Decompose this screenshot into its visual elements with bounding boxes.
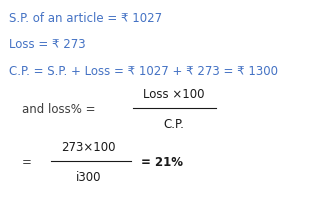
Text: Loss = ₹ 273: Loss = ₹ 273 (9, 38, 86, 51)
Text: = 21%: = 21% (141, 155, 183, 168)
Text: i300: i300 (76, 170, 101, 183)
Text: =: = (22, 155, 32, 168)
Text: and loss% =: and loss% = (22, 103, 96, 116)
Text: C.P.: C.P. (163, 118, 184, 131)
Text: C.P. = S.P. + Loss = ₹ 1027 + ₹ 273 = ₹ 1300: C.P. = S.P. + Loss = ₹ 1027 + ₹ 273 = ₹ … (9, 64, 278, 77)
Text: 273×100: 273×100 (61, 140, 116, 153)
Text: Loss ×100: Loss ×100 (143, 87, 204, 100)
Text: S.P. of an article = ₹ 1027: S.P. of an article = ₹ 1027 (9, 12, 163, 25)
